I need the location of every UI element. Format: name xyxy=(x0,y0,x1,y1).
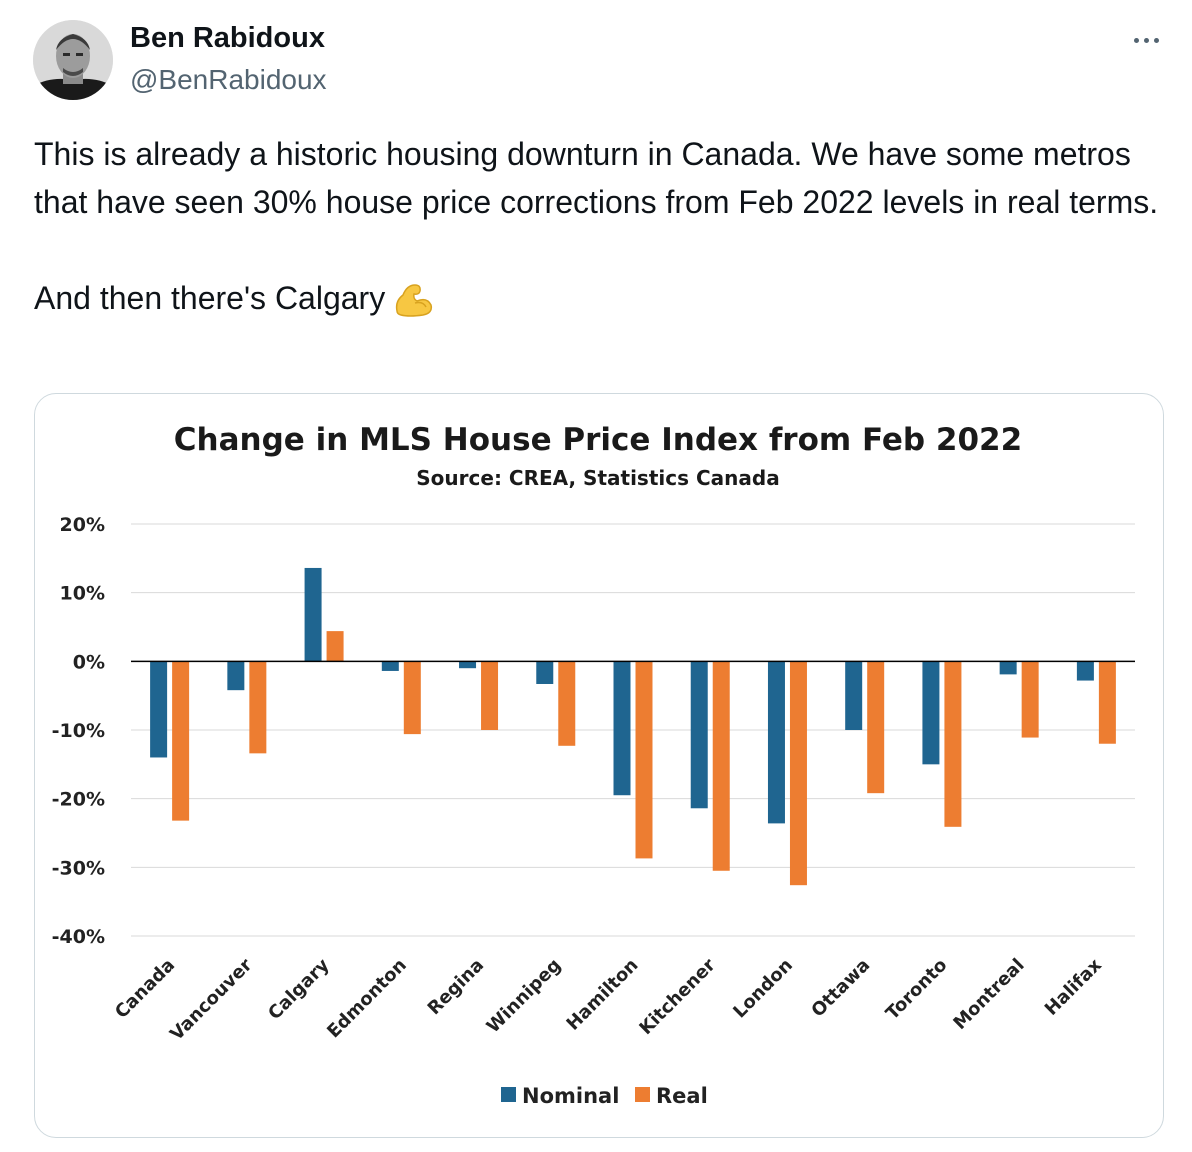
more-options-icon[interactable] xyxy=(1126,30,1166,50)
bar-nominal-calgary xyxy=(304,567,322,662)
chart-bars xyxy=(150,567,1116,886)
bar-nominal-hamilton xyxy=(613,661,631,796)
bar-real-london xyxy=(789,661,807,886)
more-dot-icon xyxy=(1153,37,1159,43)
bar-nominal-vancouver xyxy=(227,661,245,691)
x-tick-label: Kitchener xyxy=(635,955,719,1039)
bar-nominal-edmonton xyxy=(381,661,399,671)
bar-nominal-canada xyxy=(150,661,168,758)
x-tick-label: Calgary xyxy=(264,955,334,1025)
avatar-image xyxy=(33,20,113,100)
chart-legend: Nominal Real xyxy=(501,1084,708,1108)
chart-title: Change in MLS House Price Index from Feb… xyxy=(174,422,1022,458)
x-tick-label: Edmonton xyxy=(323,955,411,1043)
bar-real-halifax xyxy=(1098,661,1116,744)
bar-real-calgary xyxy=(326,631,344,662)
bar-real-kitchener xyxy=(712,661,730,871)
bar-nominal-kitchener xyxy=(690,661,708,809)
x-tick-label: Canada xyxy=(111,955,179,1023)
y-tick-label: -40% xyxy=(52,926,105,948)
y-tick-label: 0% xyxy=(73,651,105,673)
x-tick-label: Ottawa xyxy=(807,955,874,1022)
legend-label-nominal: Nominal xyxy=(522,1084,619,1108)
more-dot-icon xyxy=(1143,37,1149,43)
bar-real-regina xyxy=(481,661,499,730)
x-tick-label: Vancouver xyxy=(166,955,256,1045)
tweet-paragraph-2-text: And then there's Calgary xyxy=(34,280,386,316)
bar-real-hamilton xyxy=(635,661,653,859)
y-tick-label: -30% xyxy=(52,857,105,879)
x-tick-label: Hamilton xyxy=(563,955,643,1035)
legend-label-real: Real xyxy=(656,1084,708,1108)
tweet-text: This is already a historic housing downt… xyxy=(34,130,1174,330)
y-tick-label: -20% xyxy=(52,789,105,811)
avatar[interactable] xyxy=(33,20,113,100)
y-tick-label: 10% xyxy=(60,583,105,605)
x-tick-label: Regina xyxy=(424,955,488,1019)
tweet-media-chart[interactable]: Change in MLS House Price Index from Feb… xyxy=(34,393,1164,1138)
bar-real-edmonton xyxy=(403,661,421,735)
author-name[interactable]: Ben Rabidoux xyxy=(130,22,325,54)
bar-nominal-halifax xyxy=(1076,661,1094,681)
bar-nominal-winnipeg xyxy=(536,661,554,684)
x-tick-label: Toronto xyxy=(882,955,952,1025)
more-dot-icon xyxy=(1133,37,1139,43)
flexed-biceps-emoji-icon xyxy=(393,281,433,330)
bar-nominal-toronto xyxy=(922,661,940,765)
bar-nominal-ottawa xyxy=(845,661,863,730)
y-tick-label: -10% xyxy=(52,720,105,742)
bar-chart: Change in MLS House Price Index from Feb… xyxy=(52,422,1135,1108)
chart-subtitle: Source: CREA, Statistics Canada xyxy=(416,466,779,490)
bar-nominal-regina xyxy=(459,661,477,669)
tweet-paragraph-2: And then there's Calgary xyxy=(34,274,1174,330)
x-tick-label: Halifax xyxy=(1041,954,1106,1019)
bar-real-vancouver xyxy=(249,661,267,754)
chart-gridlines xyxy=(131,523,1135,937)
bar-real-winnipeg xyxy=(558,661,576,746)
x-tick-label: Montreal xyxy=(949,955,1028,1034)
x-tick-label: London xyxy=(729,955,797,1023)
bar-real-canada xyxy=(172,661,190,821)
author-handle[interactable]: @BenRabidoux xyxy=(130,64,327,95)
x-tick-label: Winnipeg xyxy=(483,955,566,1038)
legend-swatch-nominal xyxy=(501,1087,516,1102)
y-tick-label: 20% xyxy=(60,514,105,536)
bar-nominal-london xyxy=(767,661,785,824)
bar-nominal-montreal xyxy=(999,661,1017,675)
bar-real-toronto xyxy=(944,661,962,827)
tweet-paragraph-1: This is already a historic housing downt… xyxy=(34,136,1159,220)
y-axis-ticks: 20% 10% 0% -10% -20% -30% -40% xyxy=(52,514,105,948)
legend-swatch-real xyxy=(635,1087,650,1102)
bar-real-montreal xyxy=(1021,661,1039,738)
bar-real-ottawa xyxy=(867,661,885,794)
